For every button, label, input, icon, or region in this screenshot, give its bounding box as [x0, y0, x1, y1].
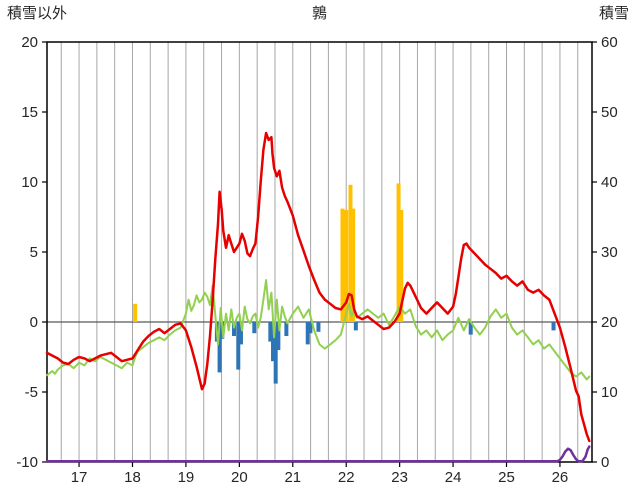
x-axis-tick-label: 26 [552, 469, 569, 486]
left-axis-tick-label: -5 [25, 384, 38, 401]
orange-bars [351, 208, 356, 322]
orange-bars [344, 210, 349, 322]
orange-bars [133, 303, 138, 322]
right-axis-tick-label: 60 [601, 34, 618, 51]
x-axis-tick-label: 20 [231, 469, 248, 486]
blue-bars [276, 322, 281, 350]
left-axis-tick-label: 0 [30, 314, 38, 331]
red-line [45, 131, 591, 443]
x-axis-tick-label: 25 [498, 469, 515, 486]
left-axis-tick-label: 15 [21, 104, 38, 121]
orange-bars [396, 183, 401, 322]
left-axis-tick-label: 20 [21, 34, 38, 51]
chart-title: 鶉 [311, 5, 327, 22]
blue-bars [551, 322, 556, 331]
blue-bars [353, 322, 358, 331]
blue-bars [305, 322, 310, 345]
right-axis-tick-label: 30 [601, 244, 618, 261]
blue-bars [238, 322, 243, 345]
x-axis-tick-label: 17 [71, 469, 88, 486]
purple-line [45, 445, 591, 463]
left-axis-tick-label: 5 [30, 244, 38, 261]
blue-bars [232, 322, 237, 336]
x-axis-tick-label: 18 [124, 469, 141, 486]
blue-bars [468, 322, 473, 335]
blue-bars [217, 322, 222, 373]
right-axis-tick-label: 40 [601, 174, 618, 191]
blue-bars [308, 322, 313, 334]
blue-bars [271, 322, 276, 362]
x-axis-tick-label: 19 [178, 469, 195, 486]
x-axis-tick-label: 24 [445, 469, 462, 486]
blue-bars [268, 322, 273, 342]
blue-bars [236, 322, 241, 370]
x-axis-tick-label: 21 [284, 469, 301, 486]
orange-bars [340, 208, 345, 322]
plot-border [46, 41, 593, 463]
blue-bars [252, 322, 257, 334]
left-axis-tick-label: -10 [16, 454, 38, 471]
x-axis-tick-label: 23 [391, 469, 408, 486]
blue-bars [273, 322, 278, 384]
orange-bars [348, 184, 353, 322]
left-axis-tick-label: 10 [21, 174, 38, 191]
right-axis-title: 積雪 [598, 5, 629, 22]
left-axis-title: 積雪以外 [7, 5, 68, 22]
green-line [46, 279, 591, 381]
blue-bars [284, 322, 289, 336]
right-axis-tick-label: 50 [601, 104, 618, 121]
right-axis-tick-label: 20 [601, 314, 618, 331]
right-axis-tick-label: 0 [601, 454, 609, 471]
x-axis-tick-label: 22 [338, 469, 355, 486]
blue-bars [316, 322, 321, 332]
orange-bars [399, 210, 404, 322]
right-axis-tick-label: 10 [601, 384, 618, 401]
